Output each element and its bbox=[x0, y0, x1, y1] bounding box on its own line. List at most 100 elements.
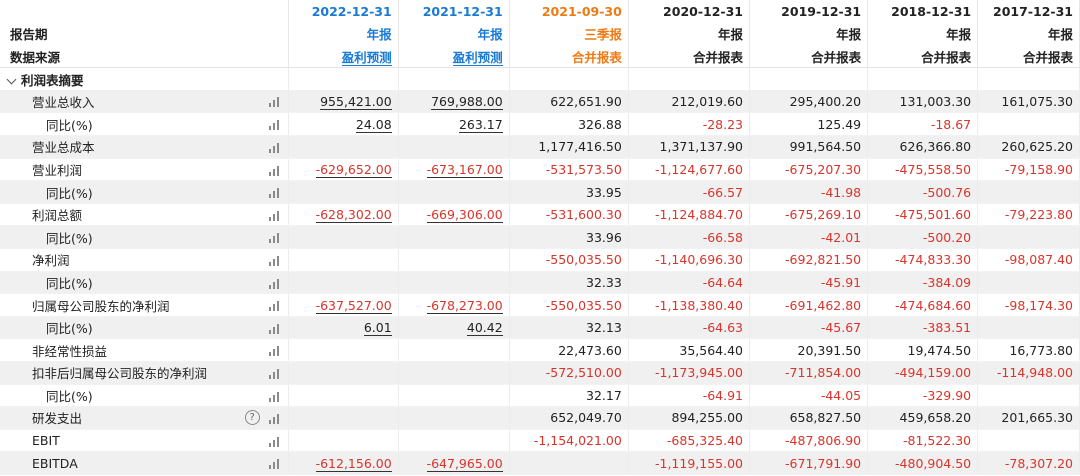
cell-value: -500.76 bbox=[922, 184, 972, 200]
bar-chart-icon[interactable] bbox=[268, 278, 280, 289]
bar-chart-icon[interactable] bbox=[268, 368, 280, 379]
cell-value: 20,391.50 bbox=[797, 342, 862, 358]
row-label: 同比(%) bbox=[46, 117, 93, 133]
bar-chart-icon[interactable] bbox=[268, 119, 280, 131]
cell-value: -42.01 bbox=[820, 229, 862, 245]
bar-chart-icon[interactable] bbox=[268, 458, 280, 470]
value-cell: -1,124,677.60 bbox=[628, 158, 751, 182]
cell-value: -637,527.00 bbox=[315, 297, 392, 314]
header-source: 合并报表 bbox=[977, 45, 1080, 68]
header-date: 2020-12-31 bbox=[628, 0, 751, 23]
value-cell bbox=[509, 451, 629, 475]
value-cell: 35,564.40 bbox=[628, 338, 751, 362]
cell-value: -531,600.30 bbox=[545, 207, 622, 223]
value-cell: -647,965.00 bbox=[398, 451, 510, 475]
value-cell: -637,527.00 bbox=[288, 293, 399, 317]
table-row: 利润总额 -628,302.00 -669,306.00 -531,600.30 -1,… bbox=[0, 203, 1080, 227]
header-source: 合并报表 bbox=[867, 45, 979, 68]
header-source-row: 数据来源 盈利预测 盈利预测 合并报表 合并报表 合并报表 合并报表 合并报表 bbox=[0, 45, 1080, 68]
value-cell: 459,658.20 bbox=[867, 406, 979, 430]
bar-chart-icon[interactable] bbox=[268, 187, 280, 199]
cell-value: 24.08 bbox=[355, 116, 392, 133]
value-cell bbox=[977, 316, 1080, 340]
value-cell: -66.57 bbox=[628, 180, 751, 204]
cell-value: -692,821.50 bbox=[785, 252, 862, 268]
cell-value: -114,948.00 bbox=[996, 365, 1073, 381]
bar-chart-icon[interactable] bbox=[268, 165, 280, 176]
cell-value: -691,462.80 bbox=[785, 297, 862, 313]
row-label-cell: 非经常性损益 bbox=[0, 338, 289, 362]
value-cell: -383.51 bbox=[867, 316, 979, 340]
bar-chart-icon[interactable] bbox=[268, 142, 280, 154]
value-cell: -1,138,380.40 bbox=[628, 293, 751, 317]
value-cell: 769,988.00 bbox=[398, 90, 510, 114]
chevron-down-icon[interactable] bbox=[6, 74, 17, 85]
cell-value: -64.64 bbox=[702, 274, 744, 290]
help-circle-icon[interactable]: ? bbox=[244, 410, 260, 426]
forecast-link[interactable]: 盈利预测 bbox=[452, 49, 503, 66]
bar-chart-icon[interactable] bbox=[268, 413, 280, 425]
value-cell bbox=[977, 271, 1080, 295]
value-cell bbox=[977, 180, 1080, 204]
cell-value: -647,965.00 bbox=[426, 455, 503, 472]
bar-chart-icon[interactable] bbox=[268, 391, 280, 402]
value-cell: -531,600.30 bbox=[509, 203, 629, 227]
cell-value: -98,087.40 bbox=[1004, 252, 1073, 268]
table-row: 研发支出? 652,049.70 894,255.00 658,827.50 459,6… bbox=[0, 406, 1080, 430]
table-row: 同比(%) 33.95 -66.57 -41.98 -500.76 bbox=[0, 180, 1080, 204]
cell-value: -531,573.50 bbox=[545, 161, 622, 177]
header-source: 合并报表 bbox=[628, 45, 751, 68]
table-row: 营业总收入 955,421.00 769,988.00 622,651.90 212,0… bbox=[0, 90, 1080, 114]
cell-value: -675,207.30 bbox=[785, 161, 862, 177]
cell-value: 125.49 bbox=[817, 116, 862, 132]
cell-value: -384.09 bbox=[922, 274, 972, 290]
value-cell: -550,035.50 bbox=[509, 248, 629, 272]
value-cell: -79,158.90 bbox=[977, 158, 1080, 182]
value-cell bbox=[398, 135, 510, 159]
row-label: 同比(%) bbox=[46, 388, 93, 404]
value-cell: 16,773.80 bbox=[977, 338, 1080, 362]
cell-value: -66.57 bbox=[702, 184, 744, 200]
cell-value: -1,124,884.70 bbox=[655, 207, 744, 223]
bar-chart-icon[interactable] bbox=[268, 210, 280, 221]
header-period: 三季报 bbox=[509, 22, 629, 46]
section-toggle[interactable]: 利润表摘要 bbox=[0, 67, 289, 91]
bar-chart-icon[interactable] bbox=[268, 323, 280, 334]
value-cell: -45.91 bbox=[749, 271, 869, 295]
row-label: 净利润 bbox=[32, 253, 70, 269]
row-label-cell: 研发支出? bbox=[0, 406, 289, 430]
value-cell: 161,075.30 bbox=[977, 90, 1080, 114]
value-cell: 626,366.80 bbox=[867, 135, 979, 159]
value-cell: -692,821.50 bbox=[749, 248, 869, 272]
header-period-row: 报告期 年报 年报 三季报 年报 年报 年报 年报 bbox=[0, 22, 1080, 46]
bar-chart-icon[interactable] bbox=[268, 232, 280, 244]
row-label-cell: 同比(%) bbox=[0, 180, 289, 204]
forecast-link[interactable]: 盈利预测 bbox=[341, 49, 392, 66]
value-cell bbox=[398, 271, 510, 295]
bar-chart-icon[interactable] bbox=[268, 96, 280, 108]
cell-value: 212,019.60 bbox=[671, 93, 744, 109]
bar-chart-icon[interactable] bbox=[268, 436, 280, 447]
cell-value: 295,400.20 bbox=[789, 93, 862, 109]
section-header[interactable]: 利润表摘要 bbox=[0, 67, 1080, 91]
bar-chart-icon[interactable] bbox=[268, 300, 280, 312]
cell-value: -685,325.40 bbox=[666, 433, 744, 449]
value-cell: -1,119,155.00 bbox=[628, 451, 751, 475]
cell-value: -79,223.80 bbox=[1004, 207, 1073, 223]
bar-chart-icon[interactable] bbox=[268, 255, 280, 267]
cell-value: -474,833.30 bbox=[895, 252, 972, 268]
row-label-cell: 扣非后归属母公司股东的净利润 bbox=[0, 361, 289, 385]
cell-value: -550,035.50 bbox=[545, 297, 622, 313]
value-cell: -550,035.50 bbox=[509, 293, 629, 317]
value-cell bbox=[398, 248, 510, 272]
value-cell bbox=[398, 384, 510, 408]
row-label: 归属母公司股东的净利润 bbox=[32, 298, 170, 314]
cell-value: 33.95 bbox=[586, 184, 622, 200]
cell-value: -28.23 bbox=[702, 116, 744, 132]
value-cell: -673,167.00 bbox=[398, 158, 510, 182]
table-row: 同比(%) 32.17 -64.91 -44.05 -329.90 bbox=[0, 384, 1080, 408]
value-cell: 6.01 bbox=[288, 316, 399, 340]
value-cell: -671,791.90 bbox=[749, 451, 869, 475]
cell-value: -480,904.50 bbox=[895, 455, 972, 471]
bar-chart-icon[interactable] bbox=[268, 345, 280, 357]
